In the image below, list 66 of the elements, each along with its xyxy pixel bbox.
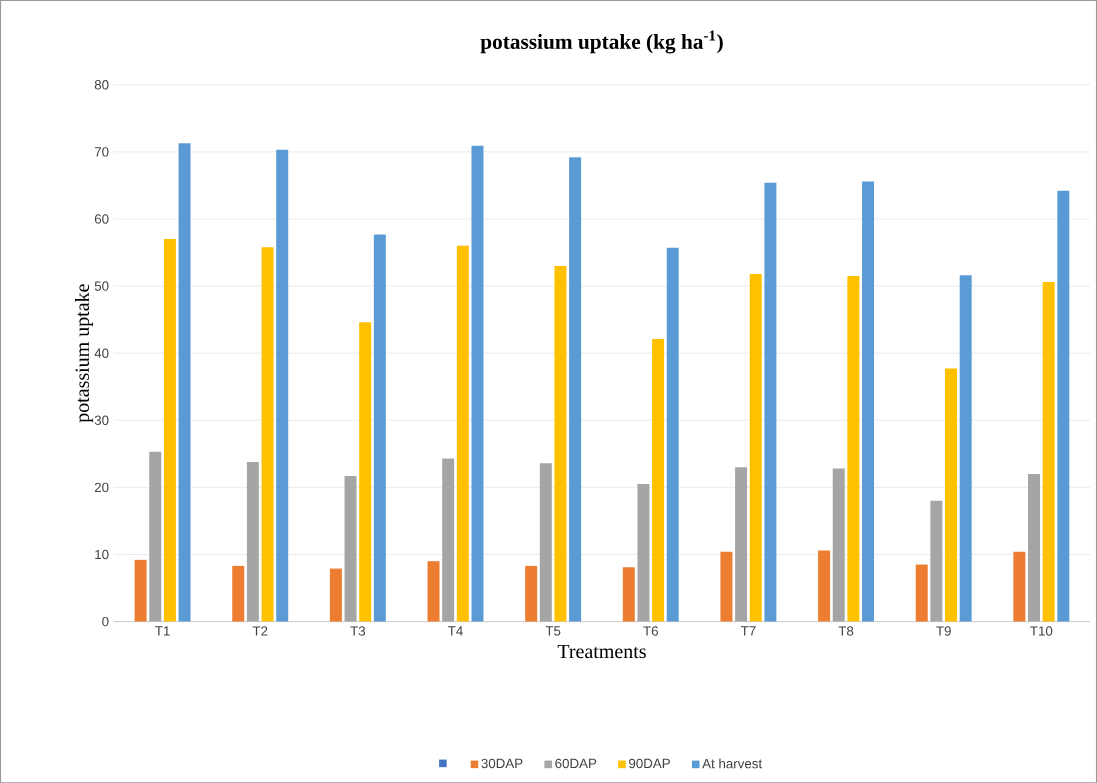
- bar: [862, 181, 875, 622]
- y-tick-label: 10: [95, 549, 109, 560]
- bar: [1042, 281, 1055, 622]
- bar: [832, 468, 845, 622]
- x-axis-title: Treatments: [557, 644, 646, 658]
- bar: [539, 463, 552, 622]
- bar: [1057, 190, 1070, 622]
- x-tick-label: T4: [448, 626, 463, 636]
- bar: [329, 568, 342, 622]
- bar: [720, 551, 733, 622]
- bar: [163, 238, 176, 622]
- bar: [344, 475, 357, 622]
- y-tick-label: 40: [94, 348, 109, 358]
- bar: [246, 461, 259, 622]
- bar: [764, 182, 777, 622]
- legend-label: 60DAP: [555, 758, 597, 769]
- bar: [930, 500, 943, 622]
- bar: [427, 561, 440, 622]
- y-tick-label: 20: [94, 482, 109, 492]
- chart-title: potassium uptake (kg ha$^{-1}$): [480, 30, 723, 54]
- bar: [959, 275, 972, 622]
- bar: [652, 338, 665, 622]
- bar: [276, 149, 289, 622]
- bar: [471, 145, 484, 622]
- bar: [666, 247, 679, 622]
- bar: [456, 245, 469, 622]
- x-tick-label: T5: [545, 626, 561, 636]
- x-tick-label: T7: [740, 626, 756, 636]
- bar: [915, 564, 928, 622]
- x-tick-label: T3: [350, 626, 366, 636]
- y-tick-label: 80: [94, 79, 109, 90]
- legend-label: 30DAP: [481, 758, 523, 769]
- bar: [261, 247, 274, 622]
- bar: [178, 143, 191, 622]
- bar: [735, 467, 748, 622]
- bar: [945, 368, 958, 622]
- y-tick-label: 70: [94, 147, 109, 157]
- bar: [569, 157, 582, 622]
- bar: [637, 483, 650, 622]
- bar: [149, 451, 162, 622]
- y-axis-title: potassium uptake: [74, 284, 94, 423]
- x-tick-label: T6: [643, 626, 658, 636]
- bar: [1028, 473, 1040, 622]
- bar: [622, 567, 635, 622]
- y-tick-label: 60: [94, 214, 109, 224]
- bar: [749, 273, 762, 622]
- bar: [847, 275, 860, 622]
- legend-label: At harvest: [702, 758, 763, 769]
- bar: [373, 234, 386, 622]
- bar: [359, 322, 372, 622]
- bar: [134, 559, 147, 622]
- x-tick-label: T1: [155, 626, 170, 636]
- x-tick-label: T8: [838, 626, 854, 636]
- x-tick-label: T9: [936, 626, 951, 636]
- bar: [1013, 551, 1026, 622]
- y-tick-label: 0: [102, 616, 109, 627]
- x-tick-label: T2: [252, 626, 268, 636]
- bar: [442, 458, 455, 622]
- legend-label: 90DAP: [629, 758, 670, 769]
- bar: [554, 265, 567, 622]
- x-tick-label: T10: [1030, 626, 1053, 636]
- bar: [525, 565, 538, 622]
- bar: [232, 565, 245, 622]
- y-tick-label: 30: [94, 415, 109, 425]
- y-tick-label: 50: [94, 281, 109, 291]
- bar: [818, 550, 831, 622]
